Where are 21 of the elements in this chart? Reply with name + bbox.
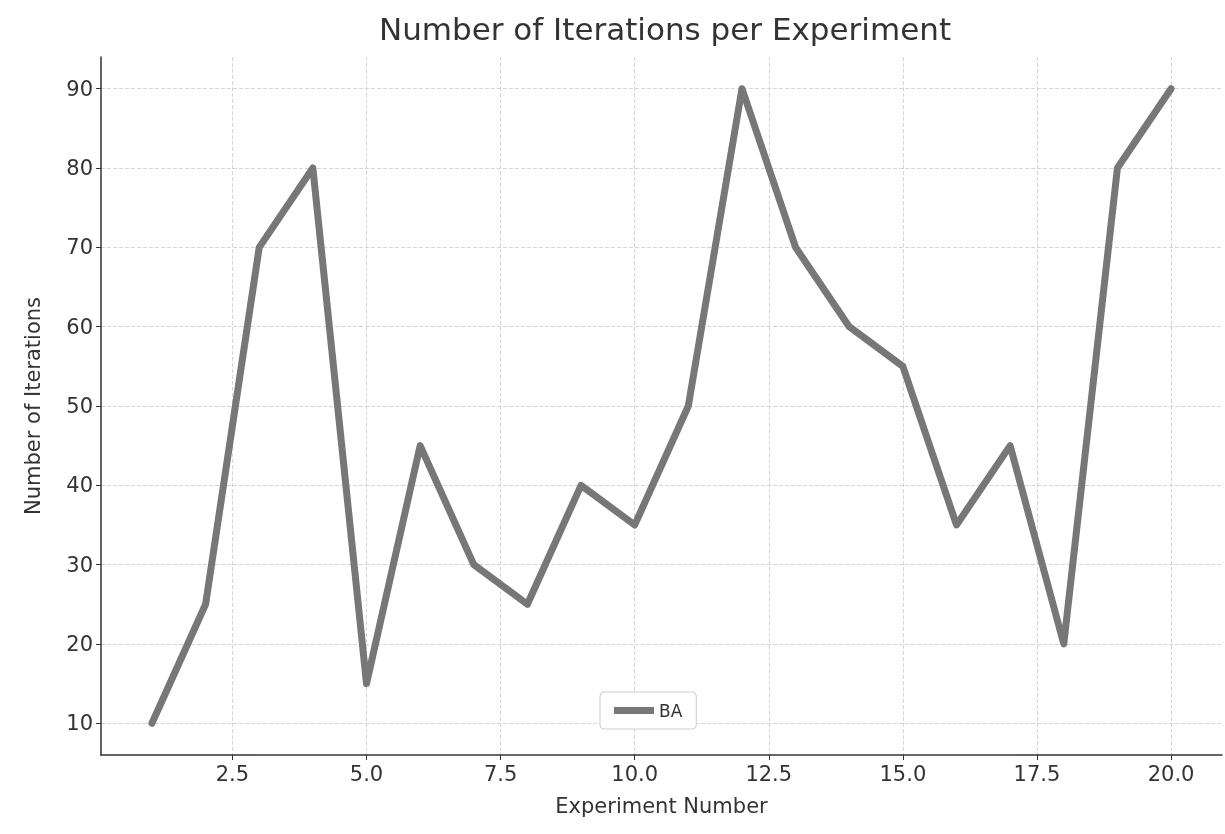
legend-label: BA	[659, 700, 683, 721]
y-tick-label: 20	[66, 631, 93, 656]
y-tick-label: 90	[66, 76, 93, 101]
y-tick-label: 80	[66, 156, 93, 181]
y-tick-label: 10	[66, 711, 93, 736]
y-tick-label: 70	[66, 235, 93, 260]
x-tick-label: 7.5	[483, 761, 518, 786]
x-axis-title: Experiment Number	[555, 793, 769, 818]
x-tick-label: 10.0	[611, 761, 659, 786]
x-tick-label: 20.0	[1147, 761, 1195, 786]
x-tick-label: 5.0	[349, 761, 384, 786]
x-tick-label: 15.0	[879, 761, 927, 786]
chart-title: Number of Iterations per Experiment	[378, 10, 952, 47]
y-axis-title: Number of Iterations	[20, 297, 45, 515]
y-tick-label: 50	[66, 394, 93, 418]
y-tick-label: 30	[66, 552, 93, 577]
y-tick-label: 40	[66, 473, 93, 498]
x-tick-label: 12.5	[745, 761, 793, 786]
y-tick-label: 60	[66, 314, 93, 339]
x-tick-label: 17.5	[1013, 761, 1061, 786]
x-tick-label: 2.5	[215, 761, 250, 786]
